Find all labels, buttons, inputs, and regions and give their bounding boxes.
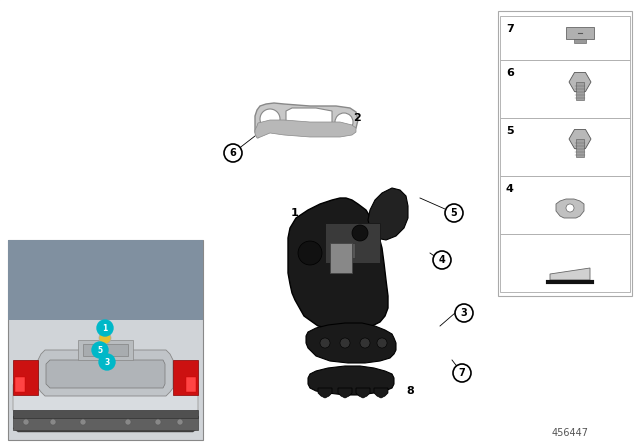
Circle shape [80, 419, 86, 425]
Bar [500, 16, 630, 60]
Text: 5: 5 [97, 345, 102, 354]
Polygon shape [374, 388, 388, 398]
Bar [500, 176, 630, 234]
Bar [566, 27, 594, 39]
Polygon shape [255, 103, 358, 138]
Bar [500, 234, 630, 292]
Circle shape [177, 419, 183, 425]
Polygon shape [288, 198, 388, 330]
Bar [576, 139, 584, 157]
Polygon shape [255, 120, 356, 138]
Polygon shape [569, 129, 591, 149]
Bar [500, 118, 630, 176]
Bar [186, 377, 196, 392]
Circle shape [260, 109, 280, 129]
Circle shape [50, 419, 56, 425]
Text: 1: 1 [102, 323, 108, 332]
Circle shape [433, 251, 451, 269]
Circle shape [320, 338, 330, 348]
Text: 5: 5 [451, 208, 458, 218]
Bar [8, 240, 203, 440]
Text: 8: 8 [406, 386, 414, 396]
Polygon shape [550, 268, 590, 280]
Polygon shape [13, 368, 198, 418]
Bar [325, 223, 380, 263]
Text: 7: 7 [506, 24, 514, 34]
Text: 5: 5 [506, 126, 514, 136]
Circle shape [99, 332, 111, 344]
Bar [500, 60, 630, 118]
Bar [574, 39, 586, 43]
Circle shape [155, 419, 161, 425]
Polygon shape [356, 388, 370, 398]
Text: 4: 4 [438, 255, 445, 265]
Bar [15, 377, 25, 392]
Polygon shape [286, 108, 332, 130]
Text: 2: 2 [353, 113, 361, 123]
Circle shape [340, 338, 350, 348]
Circle shape [125, 419, 131, 425]
Circle shape [455, 304, 473, 322]
Polygon shape [368, 188, 408, 240]
Circle shape [566, 204, 574, 212]
Bar [498, 11, 632, 296]
Text: 3: 3 [461, 308, 467, 318]
Text: 3: 3 [104, 358, 109, 366]
Text: 456447: 456447 [552, 428, 589, 438]
Bar [576, 82, 584, 100]
Polygon shape [308, 366, 394, 395]
Circle shape [453, 364, 471, 382]
Circle shape [97, 320, 113, 336]
Bar [8, 240, 203, 320]
Text: 6: 6 [230, 148, 236, 158]
Bar [330, 243, 355, 258]
Polygon shape [13, 428, 198, 432]
Bar [173, 360, 198, 395]
Circle shape [99, 354, 115, 370]
Polygon shape [46, 360, 165, 388]
Bar [13, 360, 38, 395]
Circle shape [445, 204, 463, 222]
Polygon shape [318, 388, 332, 398]
Polygon shape [556, 199, 584, 218]
Text: 4: 4 [506, 184, 514, 194]
Bar [78, 340, 133, 360]
Polygon shape [306, 323, 396, 363]
Bar [13, 410, 198, 418]
Circle shape [352, 225, 368, 241]
Circle shape [360, 338, 370, 348]
Text: 6: 6 [506, 68, 514, 78]
Polygon shape [338, 388, 352, 398]
Text: 7: 7 [459, 368, 465, 378]
Bar [330, 243, 352, 273]
Circle shape [298, 241, 322, 265]
Circle shape [23, 419, 29, 425]
Polygon shape [569, 73, 591, 91]
Bar [83, 344, 128, 356]
Polygon shape [38, 350, 173, 396]
Circle shape [92, 342, 108, 358]
Circle shape [377, 338, 387, 348]
Bar [13, 416, 198, 430]
Text: 1: 1 [291, 208, 299, 218]
Circle shape [335, 113, 353, 131]
Circle shape [224, 144, 242, 162]
